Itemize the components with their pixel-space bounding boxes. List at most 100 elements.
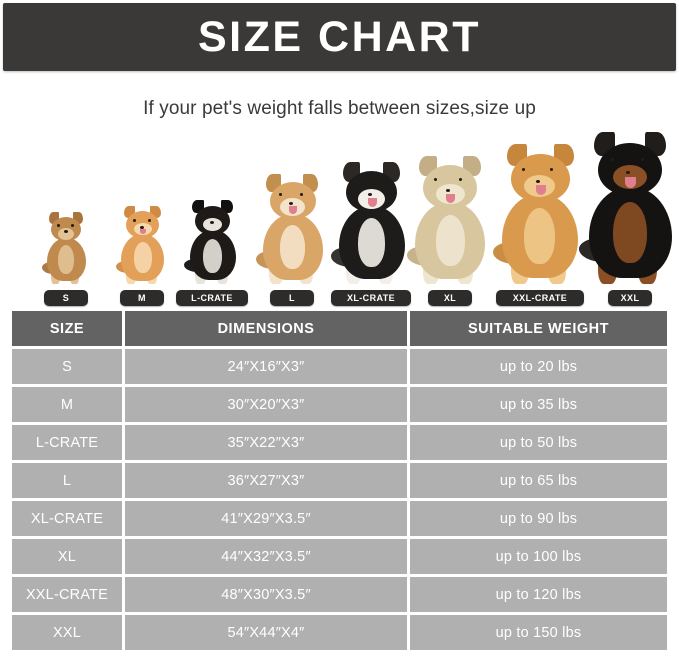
table-body: S 24″X16″X3″ up to 20 lbs M 30″X20″X3″ up to …	[12, 349, 667, 650]
row-size-l-crate: L-CRATE	[12, 425, 122, 460]
tongue	[446, 194, 455, 203]
row-weight-xxl: up to 150 lbs	[410, 615, 667, 650]
muzzle	[58, 228, 74, 240]
pet-l-crate	[183, 200, 242, 284]
eye-right	[217, 214, 221, 217]
chest-marking	[202, 239, 222, 273]
eye-right	[299, 193, 303, 196]
pomeranian-dog-icon	[115, 206, 170, 284]
row-weight-m: up to 35 lbs	[410, 387, 667, 422]
nose	[446, 189, 450, 192]
row-weight-s: up to 20 lbs	[410, 349, 667, 384]
row-weight-l-crate: up to 50 lbs	[410, 425, 667, 460]
size-badge-l-crate: L-CRATE	[176, 290, 248, 306]
subtitle-note: If your pet's weight falls between sizes…	[143, 98, 536, 119]
eye-right	[459, 178, 462, 181]
tongue	[288, 206, 297, 214]
eye-left	[611, 158, 614, 161]
row-weight-xl-crate: up to 90 lbs	[410, 501, 667, 536]
border-collie-dog-icon	[329, 162, 414, 284]
pet-xxl-crate	[491, 144, 589, 284]
ear-left	[123, 206, 135, 218]
pet-size-illustrations: S M L-CRATE L XL-CRATE XL XXL-CRATE XXL	[0, 132, 679, 310]
table-row: L-CRATE 35″X22″X3″ up to 50 lbs	[12, 425, 667, 460]
chest-marking	[613, 202, 647, 263]
pet-l	[254, 174, 331, 284]
nose	[64, 230, 68, 233]
tongue	[367, 198, 377, 207]
pet-xxl	[577, 132, 679, 284]
tongue	[625, 177, 636, 188]
column-header-weight: SUITABLE WEIGHT	[410, 311, 667, 346]
doberman-pinscher-dog-icon	[577, 132, 679, 284]
table-header-row: SIZE DIMENSIONS SUITABLE WEIGHT	[12, 311, 667, 346]
row-dimensions-l: 36″X27″X3″	[125, 463, 407, 498]
eye-right	[379, 183, 383, 186]
nose	[139, 226, 144, 229]
size-badge-l: L	[270, 290, 314, 306]
pet-s	[41, 212, 91, 284]
row-size-xl-crate: XL-CRATE	[12, 501, 122, 536]
row-dimensions-s: 24″X16″X3″	[125, 349, 407, 384]
size-chart-table: SIZE DIMENSIONS SUITABLE WEIGHT S 24″X16″…	[12, 311, 667, 650]
nose	[209, 221, 214, 224]
page-title: SIZE CHART	[198, 12, 481, 61]
tongue	[139, 229, 146, 234]
table-row: XL 44″X32″X3.5″ up to 100 lbs	[12, 539, 667, 574]
table-row: M 30″X20″X3″ up to 35 lbs	[12, 387, 667, 422]
chest-marking	[133, 242, 152, 273]
row-dimensions-xxl-crate: 48″X30″X3.5″	[125, 577, 407, 612]
ear-left	[49, 212, 59, 224]
row-size-xl: XL	[12, 539, 122, 574]
chest-marking	[279, 225, 305, 269]
chest-marking	[436, 215, 465, 266]
eye-left	[201, 214, 205, 217]
table-row: S 24″X16″X3″ up to 20 lbs	[12, 349, 667, 384]
nose	[288, 202, 293, 205]
eye-left	[132, 219, 136, 222]
eye-right	[147, 219, 151, 222]
table-row: XL-CRATE 41″X29″X3.5″ up to 90 lbs	[12, 501, 667, 536]
french-bulldog-icon	[183, 200, 242, 284]
nose	[626, 171, 630, 174]
eye-left	[434, 178, 437, 181]
chest-marking	[357, 218, 385, 267]
tongue	[536, 185, 546, 195]
ear-right	[149, 206, 161, 218]
row-size-l: L	[12, 463, 122, 498]
muzzle	[202, 218, 222, 231]
row-size-xxl: XXL	[12, 615, 122, 650]
eye-left	[278, 193, 282, 196]
nose	[536, 180, 540, 183]
golden-retriever-cream-icon	[405, 156, 495, 284]
table-row: XXL 54″X44″X4″ up to 150 lbs	[12, 615, 667, 650]
golden-retriever-dog-icon	[491, 144, 589, 284]
pet-xl	[405, 156, 495, 284]
row-dimensions-xl-crate: 41″X29″X3.5″	[125, 501, 407, 536]
maine-coon-cat-icon	[41, 212, 91, 284]
chest-marking	[58, 245, 74, 274]
ear-right	[73, 212, 83, 224]
row-dimensions-xl: 44″X32″X3.5″	[125, 539, 407, 574]
pet-xl-crate	[329, 162, 414, 284]
chest-marking	[524, 208, 555, 264]
size-badge-xxl: XXL	[608, 290, 652, 306]
table-row: L 36″X27″X3″ up to 65 lbs	[12, 463, 667, 498]
row-weight-xl: up to 100 lbs	[410, 539, 667, 574]
size-badge-xl: XL	[428, 290, 472, 306]
table-row: XXL-CRATE 48″X30″X3.5″ up to 120 lbs	[12, 577, 667, 612]
column-header-dimensions: DIMENSIONS	[125, 311, 407, 346]
row-dimensions-l-crate: 35″X22″X3″	[125, 425, 407, 460]
eye-right	[641, 158, 644, 161]
eye-left	[522, 168, 525, 171]
row-dimensions-xxl: 54″X44″X4″	[125, 615, 407, 650]
row-size-xxl-crate: XXL-CRATE	[12, 577, 122, 612]
size-badge-xxl-crate: XXL-CRATE	[496, 290, 584, 306]
eye-right	[550, 168, 553, 171]
eye-left	[57, 224, 60, 227]
row-size-s: S	[12, 349, 122, 384]
eye-right	[71, 224, 74, 227]
row-size-m: M	[12, 387, 122, 422]
row-dimensions-m: 30″X20″X3″	[125, 387, 407, 422]
shiba-inu-dog-icon	[254, 174, 331, 284]
